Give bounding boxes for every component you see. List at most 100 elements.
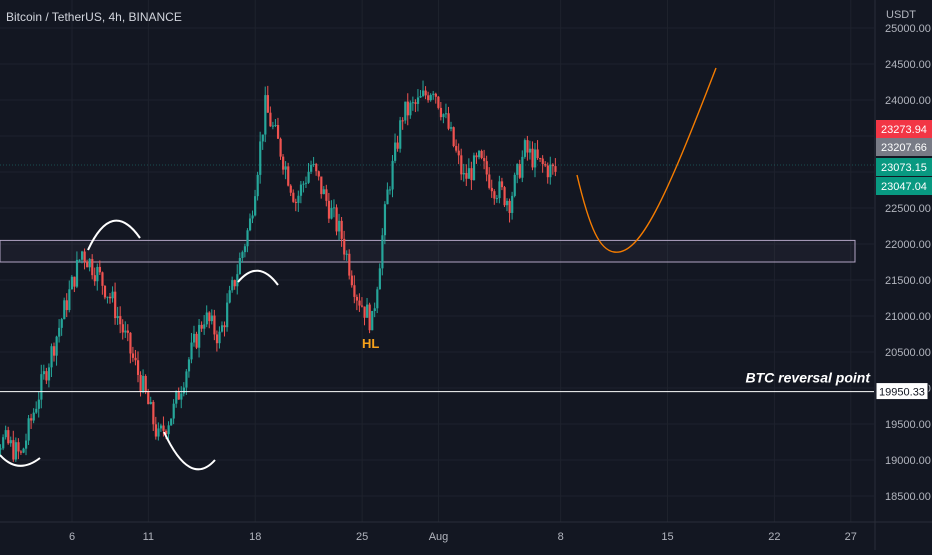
- candle-body: [327, 200, 331, 219]
- candle-body: [60, 319, 63, 328]
- candle-body: [478, 150, 481, 158]
- candle-body: [180, 393, 183, 400]
- candle-body: [534, 149, 537, 168]
- candle-body: [447, 113, 450, 129]
- levels: BTC reversal point: [0, 164, 874, 393]
- candle-body: [152, 401, 155, 425]
- candle-body: [251, 215, 254, 219]
- candle-body: [287, 166, 290, 186]
- candle-body: [215, 334, 219, 344]
- candle-body: [274, 125, 277, 127]
- candle-body: [485, 161, 488, 175]
- candle-body: [124, 330, 127, 333]
- candle-body: [332, 207, 336, 209]
- candle-body: [172, 403, 175, 419]
- candle-body: [388, 189, 392, 191]
- candle-body: [58, 327, 61, 337]
- candle-body: [439, 107, 443, 118]
- candle-body: [93, 275, 96, 282]
- candle-body: [544, 164, 547, 166]
- candle-body: [208, 312, 211, 322]
- price-tick-label: 24000.00: [885, 95, 931, 107]
- candle-body: [0, 448, 2, 450]
- candle-body: [42, 371, 46, 375]
- price-tick-label: 21000.00: [885, 311, 931, 323]
- candle-body: [401, 120, 404, 122]
- candle-body: [546, 165, 549, 178]
- candle-body: [19, 451, 23, 453]
- candle-body: [518, 164, 521, 178]
- candle-body: [442, 114, 445, 118]
- candle-body: [236, 274, 239, 287]
- candle-body: [432, 93, 435, 95]
- candle-body: [343, 238, 346, 255]
- candle-body: [355, 296, 359, 301]
- candle-body: [210, 315, 213, 322]
- time-tick-label: 18: [249, 531, 261, 543]
- candle-body: [200, 324, 203, 329]
- time-axis[interactable]: 6 11 18 25 Aug 8 15 22 27: [0, 521, 932, 543]
- candle-body: [35, 408, 38, 413]
- candle-body: [493, 191, 496, 199]
- candle-body: [243, 246, 247, 253]
- candle-body: [91, 258, 94, 276]
- candle-body: [45, 371, 48, 381]
- candle-body: [368, 304, 371, 331]
- pattern-arc: [163, 431, 216, 471]
- candle-body: [292, 192, 295, 202]
- candle-body: [238, 258, 241, 275]
- price-badge-text: 23273.94: [881, 124, 927, 136]
- candle-body: [551, 164, 555, 167]
- candle-body: [129, 332, 132, 354]
- candle-body: [101, 272, 104, 286]
- reversal-price-text: 19950.33: [879, 387, 925, 399]
- candle-body: [78, 259, 81, 261]
- candle-body: [167, 425, 170, 435]
- candle-body: [483, 158, 486, 162]
- candle-body: [317, 171, 320, 177]
- candle-body: [312, 163, 315, 165]
- candle-body: [452, 127, 455, 147]
- candle-body: [261, 134, 264, 142]
- candle-body: [386, 189, 389, 205]
- candle-body: [467, 168, 471, 179]
- candle-body: [376, 289, 379, 309]
- candle-body: [325, 189, 328, 201]
- candle-body: [83, 251, 86, 262]
- candle-body: [457, 150, 460, 156]
- candle-body: [195, 333, 198, 348]
- candle-body: [472, 155, 476, 181]
- candle-body: [14, 442, 18, 460]
- candle-body: [541, 158, 544, 165]
- candle-body: [353, 285, 356, 297]
- candle-body: [396, 142, 399, 149]
- candle-body: [4, 430, 7, 438]
- candle-body: [218, 331, 221, 344]
- candle-body: [307, 171, 310, 183]
- candle-body: [409, 102, 412, 116]
- candle-body: [50, 346, 53, 368]
- candle-body: [320, 176, 323, 195]
- candle-body: [12, 440, 15, 460]
- candle-body: [289, 185, 292, 193]
- candle-body: [154, 424, 158, 437]
- candle-body: [282, 156, 285, 170]
- candle-body: [246, 230, 249, 247]
- time-tick-label: 6: [69, 531, 75, 543]
- candle-body: [182, 387, 185, 394]
- candle-body: [70, 276, 74, 290]
- candle-body: [419, 96, 422, 98]
- candle-body: [526, 140, 529, 153]
- candle-body: [248, 218, 252, 231]
- candle-body: [434, 93, 437, 97]
- candle-body: [47, 367, 51, 381]
- candle-body: [511, 195, 514, 213]
- price-tick-label: 24500.00: [885, 59, 931, 71]
- candle-body: [345, 253, 348, 255]
- candle-body: [411, 102, 415, 104]
- candle-body: [470, 168, 473, 181]
- price-axis[interactable]: 18500.0019000.0019500.0020000.0020500.00…: [874, 0, 931, 550]
- candle-body: [488, 174, 491, 188]
